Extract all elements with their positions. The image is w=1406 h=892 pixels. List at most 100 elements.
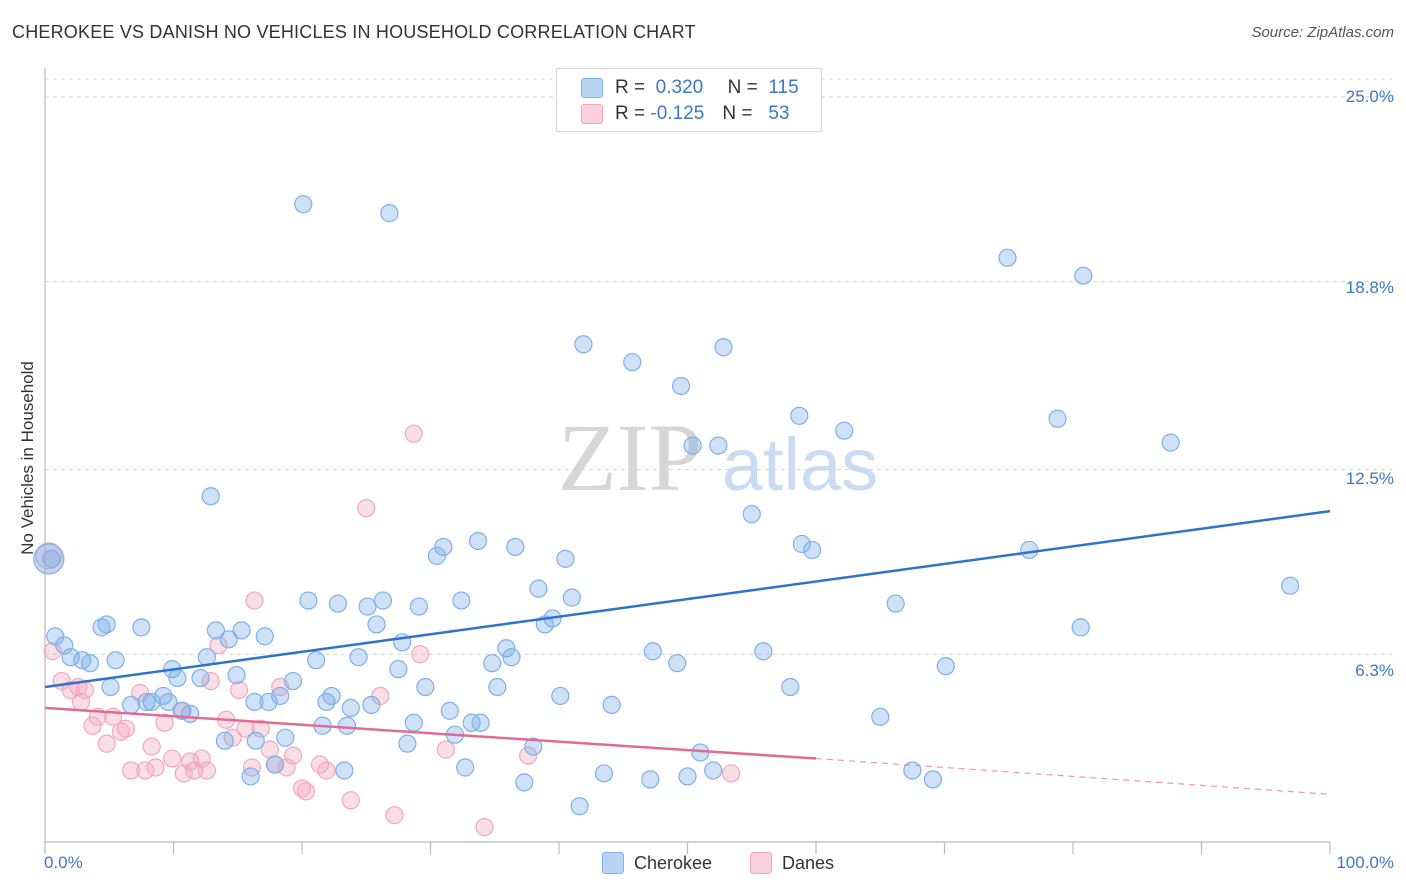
cherokee-point [33, 543, 65, 575]
cherokee-point [227, 665, 246, 685]
cherokee-point [781, 677, 800, 697]
cherokee-swatch [581, 78, 603, 98]
cherokee-point [246, 731, 265, 750]
danes-point [163, 749, 182, 768]
cherokee-point [643, 642, 662, 661]
danes-point [181, 752, 200, 771]
n-value: 115 [768, 77, 799, 98]
cherokee-point [101, 677, 120, 697]
cherokee-point [265, 755, 285, 774]
cherokee-point [602, 695, 621, 714]
cherokee-point [471, 713, 490, 732]
cherokee-point [714, 338, 733, 357]
danes-point [197, 761, 217, 780]
cherokee-point [317, 692, 336, 712]
danes-point [341, 791, 360, 810]
cherokee-point [328, 594, 348, 613]
cherokee-point [389, 660, 408, 679]
legend-row-danes: R = -0.125 N = 53 [581, 102, 789, 126]
danes-point [475, 817, 494, 837]
cherokee-point [181, 704, 200, 723]
cherokee-point [427, 546, 447, 565]
cherokee-point [259, 692, 278, 712]
cherokee-point [742, 505, 761, 524]
danes-point [283, 746, 303, 765]
cherokee-legend-label: Cherokee [634, 852, 713, 873]
r-label: R = [615, 103, 646, 124]
cherokee-point [551, 686, 570, 706]
cherokee-point [497, 639, 516, 658]
cherokee-point [529, 579, 548, 598]
danes-point [43, 642, 62, 661]
danes-point [722, 764, 741, 783]
cherokee-point [92, 618, 111, 637]
danes-swatch [750, 852, 772, 874]
y-tick-label: 18.8% [1345, 278, 1394, 297]
danes-point [111, 722, 130, 741]
cherokee-point [434, 537, 453, 557]
cherokee-point [42, 549, 61, 568]
cherokee-point [641, 770, 660, 789]
danes-point [245, 591, 264, 610]
cherokee-point [245, 692, 264, 712]
danes-point [136, 761, 155, 780]
r-value: 0.320 [655, 77, 704, 98]
cherokee-point [440, 701, 459, 720]
cherokee-point [903, 761, 922, 780]
y-tick-label: 25.0% [1345, 87, 1394, 106]
cherokee-point [1281, 576, 1300, 595]
cherokee-point [168, 668, 187, 688]
danes-point [35, 542, 63, 570]
danes-point [436, 740, 456, 759]
cherokee-point [483, 654, 502, 673]
r-label: R = [615, 77, 646, 98]
danes-point [357, 499, 376, 518]
cherokee-point [524, 737, 543, 756]
cherokee-point [154, 686, 173, 706]
cherokee-point [255, 627, 274, 646]
cherokee-point [502, 648, 521, 667]
danes-point [71, 692, 91, 712]
cherokee-point [871, 707, 890, 726]
danes-point [116, 719, 136, 738]
danes-point [411, 645, 430, 664]
cherokee-point [1074, 266, 1093, 285]
cherokee-point [201, 487, 220, 506]
cherokee-point [416, 677, 435, 697]
cherokee-point [998, 248, 1017, 267]
cherokee-point [232, 621, 251, 640]
cherokee-point [506, 537, 525, 557]
cherokee-point [159, 692, 178, 712]
y-tick-label: 6.3% [1355, 661, 1394, 680]
cherokee-point [215, 731, 234, 750]
danes-point [146, 758, 165, 777]
cherokee-swatch [602, 852, 624, 874]
cherokee-trend-line [44, 509, 1331, 689]
cherokee-point [373, 591, 393, 610]
bottom-legend-danes: Danes [750, 852, 834, 874]
cherokee-point [299, 591, 318, 610]
cherokee-point [367, 615, 386, 634]
cherokee-point [206, 621, 226, 640]
chart-title: CHEROKEE VS DANISH NO VEHICLES IN HOUSEH… [12, 22, 696, 42]
cherokee-point [683, 436, 702, 455]
cherokee-point [488, 677, 507, 697]
cherokee-point [132, 618, 151, 637]
cherokee-point [1161, 433, 1180, 452]
cherokee-point [404, 713, 423, 732]
cherokee-point [1071, 618, 1090, 637]
cherokee-point [790, 406, 809, 425]
cherokee-point [380, 204, 399, 223]
cherokee-point [623, 353, 642, 372]
cherokee-point [1048, 409, 1067, 428]
cherokee-point [709, 436, 728, 455]
cherokee-point [570, 797, 589, 816]
cherokee-point [515, 773, 534, 792]
x-tick-label-min: 0.0% [44, 853, 83, 872]
cherokee-point [671, 376, 691, 396]
watermark-zip: ZIP [558, 404, 702, 511]
watermark-atlas: atlas [722, 423, 878, 506]
cherokee-point [936, 657, 955, 676]
cherokee-point [106, 651, 125, 670]
cherokee-point [923, 770, 943, 789]
